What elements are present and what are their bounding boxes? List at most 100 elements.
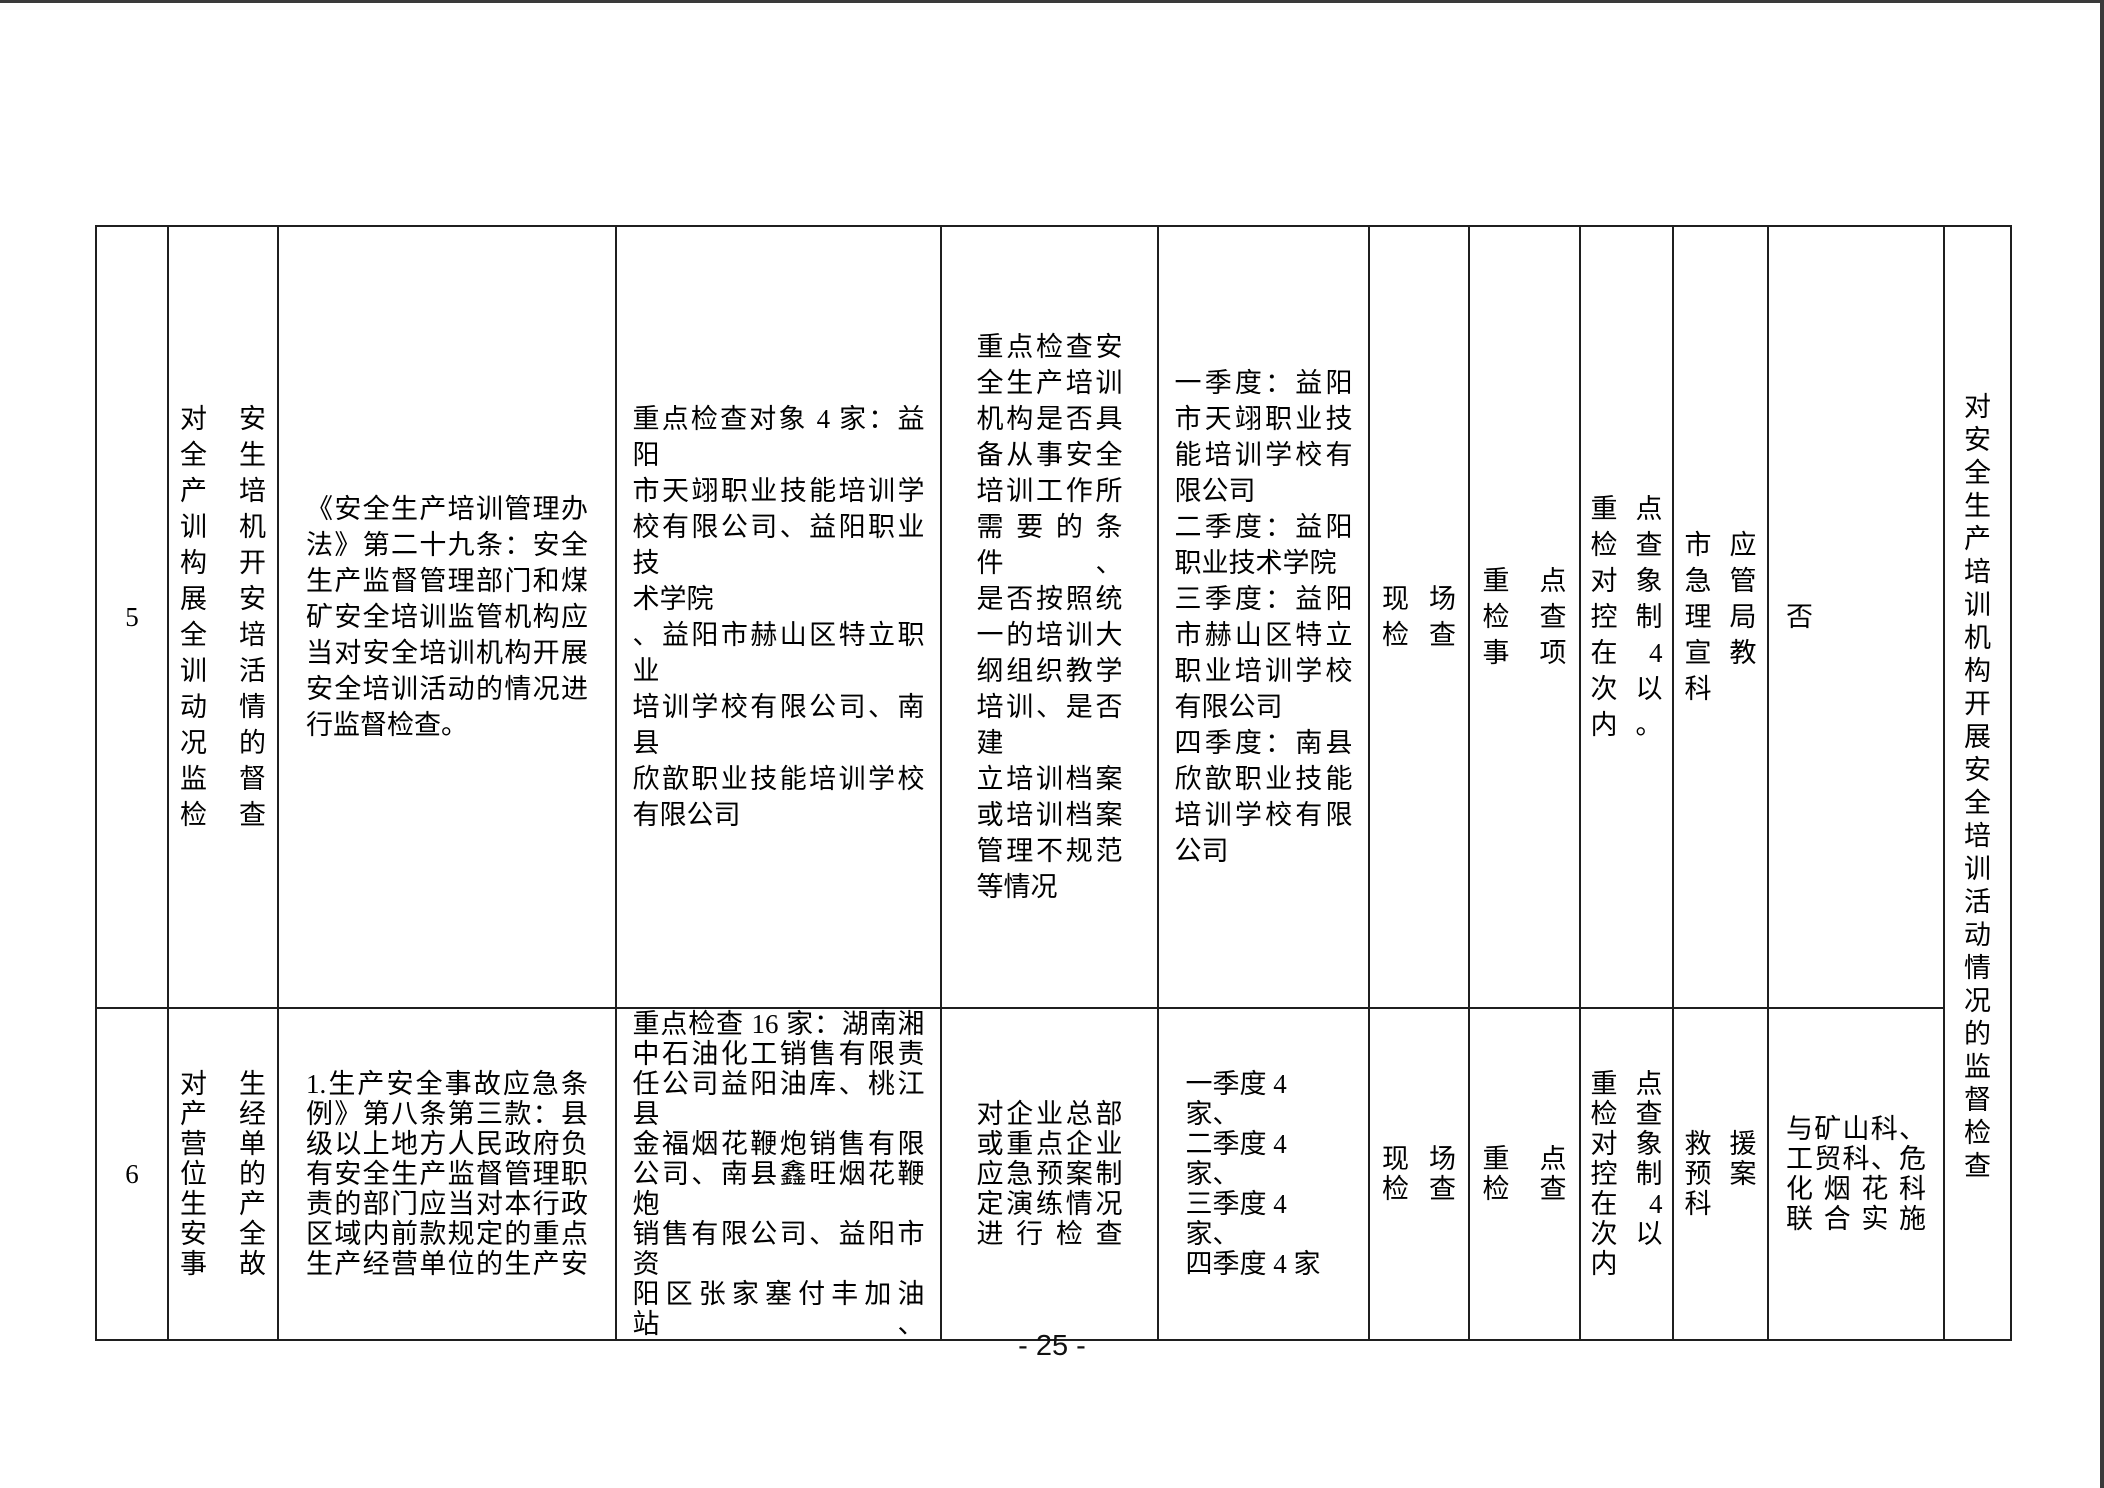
text-line: 纲组织教学 — [976, 656, 1123, 686]
text-line: 重点 — [1590, 494, 1663, 524]
text-line: 全生产培训 — [976, 368, 1123, 398]
text-line: 二季度：益阳 — [1174, 512, 1353, 542]
text-line: 培训学校有限公司、南县 — [632, 692, 925, 758]
text-line: 行监督检查。 — [306, 710, 468, 740]
text-line: 事项 — [1482, 638, 1567, 668]
cell-remark: 与矿山科、 工贸科、危 化烟花科 联合实施 — [1767, 1007, 1945, 1341]
text-line: 对象 — [1590, 566, 1663, 596]
text-line: 否 — [1786, 602, 1813, 632]
text-line: 职业技术学院 — [1174, 548, 1337, 578]
text-line: 预案 — [1684, 1159, 1757, 1189]
text-line: 有安全生产监督管理职 — [306, 1159, 588, 1189]
text-line: 1.生产安全事故应急条 — [306, 1069, 588, 1099]
text-line: 四季度：南县 — [1174, 728, 1353, 758]
text-line: 阳区张家塞付丰加油站、 — [632, 1279, 925, 1339]
text-line: 需要的条件、 — [976, 512, 1123, 578]
cell-key-items: 重点 检查 — [1468, 1007, 1581, 1341]
text-line: 例》第八条第三款：县 — [306, 1099, 588, 1129]
text-line: 科 — [1684, 674, 1712, 704]
text-line: 欣歆职业技能培训学校 — [632, 764, 925, 794]
text-line: 校有限公司、益阳职业技 — [632, 512, 925, 578]
text-line: 法》第二十九条：安全 — [306, 530, 588, 560]
text-line: 对象 — [1590, 1129, 1663, 1159]
text-line: 化烟花科 — [1786, 1174, 1926, 1204]
text-line: 销售有限公司、益阳市资 — [632, 1219, 925, 1279]
text-line: 中石油化工销售有限责 — [632, 1039, 925, 1069]
text-line: 现场 — [1382, 584, 1456, 614]
cell-key-items: 重点 检查 事项 — [1468, 225, 1581, 1009]
cell-frequency: 重点 检查 对象 控制在 4 次以 内。 — [1579, 225, 1674, 1009]
text-line: 对生 — [180, 1069, 266, 1099]
inspection-plan-table: 5 对安 全生 产培 训机 构开 展安 全培 训活 动情 况的 监督 检查 《安全生产培训管理办 法》第… — [95, 225, 2012, 1341]
table-row-5: 5 对安 全生 产培 训机 构开 展安 全培 训活 动情 况的 监督 检查 《安全生产培训管理办 法》第… — [95, 225, 2012, 1341]
text-line: 是否按照统 — [976, 584, 1123, 614]
text-line: 或培训档案 — [976, 800, 1123, 830]
cell-responsible-department: 市应 急管 理局 宣教科 — [1672, 225, 1769, 1009]
text-line: 四季度 4 家 — [1185, 1249, 1321, 1279]
text-line: 救援 — [1684, 1129, 1757, 1159]
cell-inspection-project: 对安 全生 产培 训机 构开 展安 全培 训活 动情 况的 监督 检查 — [167, 225, 279, 1009]
text-line: 生产 — [180, 1189, 266, 1219]
text-line: 训机 — [180, 512, 266, 542]
text-line: 重点检查对象 4 家：益阳 — [632, 404, 925, 470]
text-line: 展安 — [180, 584, 266, 614]
text-line: 公司 — [1174, 836, 1229, 866]
text-line: 产经 — [180, 1099, 266, 1129]
cell-method: 现场 检查 — [1368, 225, 1470, 1009]
text-line: 全培 — [180, 620, 266, 650]
text-line: 内 — [1590, 1249, 1618, 1279]
text-line: 控制 — [1590, 602, 1663, 632]
text-line: 职业培训学校 — [1174, 656, 1353, 686]
text-line: 机构是否具 — [976, 404, 1123, 434]
text-line: 理局 — [1684, 602, 1757, 632]
text-line: 金福烟花鞭炮销售有限 — [632, 1129, 925, 1159]
cell-responsible-department: 救援 预案科 — [1672, 1007, 1769, 1341]
cell-sequence-number: 5 — [95, 225, 169, 1009]
text-line: 宣教 — [1684, 638, 1757, 668]
text-line: 一的培训大 — [976, 620, 1123, 650]
page-right-edge-line — [2100, 0, 2104, 1488]
text-line: 与矿山科、 — [1786, 1114, 1926, 1144]
text-line: 检查 — [180, 800, 266, 830]
text-line: 、益阳市赫山区特立职业 — [632, 620, 925, 686]
text-line: 市天翊职业技 — [1174, 404, 1353, 434]
text-line: 重点 — [1482, 566, 1567, 596]
text-line: 当对安全培训机构开展 — [306, 638, 588, 668]
text-line: 或重点企业 — [976, 1129, 1123, 1159]
text-line: 重点检查安 — [976, 332, 1123, 362]
text-line: 培训学校有限 — [1174, 800, 1353, 830]
text-line: 一季度：益阳 — [1174, 368, 1353, 398]
text-line: 矿安全培训监管机构应 — [306, 602, 588, 632]
text-line: 安全培训活动的情况进 — [306, 674, 588, 704]
text-line: 三季度：益阳 — [1174, 584, 1353, 614]
text-line: 检查 — [1482, 1174, 1567, 1204]
text-line: 市天翊职业技能培训学 — [632, 476, 925, 506]
text-line: 内。 — [1590, 710, 1663, 740]
text-line: 位的 — [180, 1159, 266, 1189]
text-line: 术学院 — [632, 584, 714, 614]
text-line: 对企业总部 — [976, 1099, 1123, 1129]
text-line: 工贸科、危 — [1786, 1144, 1926, 1174]
side-note-vertical-text: 对安全生产培训机构开展安全培训活动情况的监督检查 — [1964, 392, 1991, 1181]
text-line: 检查 — [1482, 602, 1567, 632]
text-line: 管理不规范 — [976, 836, 1123, 866]
text-line: 重点 — [1590, 1069, 1663, 1099]
text-line: 重点检查 16 家：湖南湘 — [632, 1009, 925, 1039]
text-line: 检查 — [1382, 1174, 1456, 1204]
text-line: 动情 — [180, 692, 266, 722]
text-line: 事故 — [180, 1249, 266, 1279]
text-line: 检查 — [1590, 1099, 1663, 1129]
text-line: 能培训学校有 — [1174, 440, 1353, 470]
text-line: 况的 — [180, 728, 266, 758]
text-line: 营单 — [180, 1129, 266, 1159]
text-line: 生产监督管理部门和煤 — [306, 566, 588, 596]
text-line: 公司、南县鑫旺烟花鞭炮 — [632, 1159, 925, 1219]
cell-schedule: 一季度 4 家、 二季度 4 家、 三季度 4 家、 四季度 4 家 — [1157, 1007, 1370, 1341]
text-line: 次以 — [1590, 674, 1663, 704]
text-line: 有限公司 — [632, 800, 741, 830]
cell-schedule: 一季度：益阳 市天翊职业技 能培训学校有 限公司 二季度：益阳 职业技术学院 三季度：益阳市… — [1157, 225, 1370, 1009]
text-line: 有限公司 — [1174, 692, 1283, 722]
text-line: 三季度 4 家、 — [1185, 1189, 1287, 1249]
page-top-edge-line — [0, 0, 2104, 3]
